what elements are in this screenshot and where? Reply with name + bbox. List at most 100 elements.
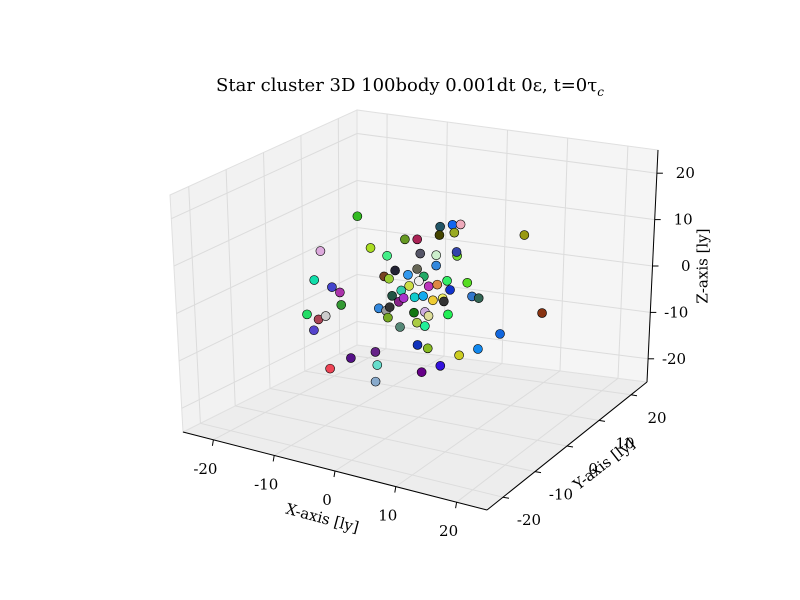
star-point: [370, 347, 381, 357]
star-point: [383, 312, 393, 323]
chart-title: Star cluster 3D 100body 0.001dt 0ε, t=0τ…: [216, 75, 604, 99]
star-point: [315, 246, 326, 256]
star-point: [403, 270, 413, 280]
star-point: [384, 273, 394, 284]
star-point: [439, 296, 449, 307]
star-point: [422, 343, 433, 354]
star-point: [435, 221, 445, 232]
x-tick: [455, 502, 458, 509]
y-tick: [598, 419, 606, 422]
star-point: [431, 250, 442, 260]
z-tick-label: 0: [681, 257, 691, 275]
star-point: [418, 291, 428, 301]
star-point: [320, 311, 331, 321]
star-point: [372, 360, 383, 370]
star-point: [412, 264, 422, 274]
star-point: [365, 243, 376, 253]
star-point: [412, 234, 423, 245]
y-tick-label: -10: [549, 486, 573, 504]
grid-line: [356, 227, 653, 267]
grid-line: [269, 388, 568, 447]
z-tick-label: 20: [676, 164, 695, 182]
star-point: [416, 367, 427, 377]
y-tick-label: -20: [517, 511, 541, 529]
grid-line: [171, 133, 358, 220]
star-point: [420, 321, 430, 331]
z-tick-label: 10: [674, 211, 693, 229]
star-point: [387, 291, 397, 301]
grid-line: [176, 227, 358, 314]
y-tick: [566, 445, 574, 448]
grid-line: [356, 180, 655, 221]
x-tick: [333, 470, 336, 478]
star-point: [352, 211, 363, 222]
grid-line: [356, 133, 657, 174]
points: [302, 211, 547, 387]
grid-line: [304, 370, 600, 421]
y-tick: [630, 394, 638, 397]
star-point: [370, 376, 381, 387]
star-point: [415, 248, 426, 259]
star-point: [384, 302, 395, 312]
title-main: Star cluster 3D 100body 0.001dt 0ε, t=0τ: [216, 75, 597, 96]
star-point: [434, 230, 445, 240]
star-point: [404, 281, 414, 291]
star-point: [302, 309, 312, 320]
x-tick: [211, 439, 214, 446]
x-tick-label: -10: [254, 475, 278, 493]
star-point: [537, 308, 547, 318]
y-axis-label: Y-axis [ly]: [569, 435, 638, 495]
axes: -20-1001020-20-1001020-20-1001020X-axis …: [182, 149, 712, 540]
star-point: [390, 265, 400, 276]
star-point: [309, 275, 320, 285]
star-point: [462, 277, 473, 288]
star-point: [309, 325, 319, 336]
grid-line: [339, 353, 632, 396]
x-tick-label: 20: [439, 522, 458, 540]
star-point: [382, 250, 392, 261]
star-point: [400, 234, 410, 245]
star-point: [451, 247, 462, 257]
star-point: [445, 285, 455, 295]
star-point: [435, 361, 446, 371]
star-point: [447, 219, 458, 230]
x-tick-label: 10: [378, 507, 397, 525]
z-tick-label: -20: [662, 350, 686, 368]
star-point: [473, 344, 483, 354]
grid-line: [356, 321, 649, 360]
grid-line: [235, 405, 536, 473]
star-point: [428, 295, 438, 306]
y-tick-label: 10: [615, 434, 634, 452]
star-point: [495, 329, 505, 339]
z-tick-label: -10: [664, 303, 688, 321]
y-tick: [534, 471, 542, 474]
star-point: [455, 219, 466, 230]
star-point: [519, 230, 530, 240]
y-tick-label: 0: [588, 460, 598, 478]
star-point: [327, 282, 337, 292]
star-point: [449, 227, 460, 238]
grid-line: [356, 274, 651, 313]
star-point: [473, 293, 484, 303]
star-point: [442, 276, 452, 286]
star-point: [454, 350, 464, 361]
x-tick: [394, 486, 397, 493]
grid-line: [200, 422, 504, 498]
star-point: [412, 340, 423, 350]
star-point: [432, 279, 443, 290]
x-tick-label: 0: [322, 491, 332, 509]
star-point: [443, 309, 453, 320]
y-tick-label: 20: [647, 409, 666, 427]
grid-line: [178, 274, 358, 362]
star-point: [336, 300, 347, 310]
star-point: [398, 293, 409, 303]
star-point: [335, 287, 345, 298]
star-point: [414, 276, 424, 286]
z-axis-label: Z-axis [ly]: [694, 228, 712, 303]
star-point: [346, 353, 356, 363]
star-point: [325, 363, 335, 374]
title-subscript: c: [597, 85, 604, 99]
star-point: [423, 311, 434, 321]
star-point: [423, 281, 434, 292]
